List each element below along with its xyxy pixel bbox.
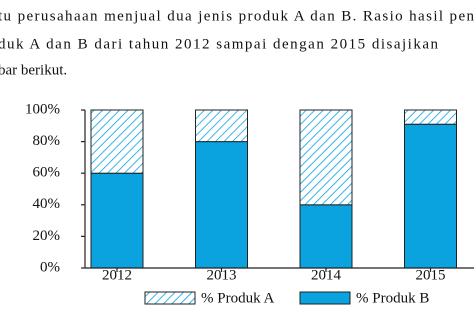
x-tick-label: 2014: [311, 267, 342, 283]
paragraph-line: duk A dan B dari tahun 2012 sampai denga…: [0, 36, 439, 52]
legend-swatch: [299, 291, 351, 305]
y-tick-label: 80%: [33, 133, 61, 149]
legend-label: % Produk A: [201, 290, 275, 306]
bar-segment: [299, 109, 353, 206]
paragraph-line: bar berikut.: [0, 62, 67, 78]
y-tick-label: 0%: [40, 259, 60, 275]
bar-segment: [195, 141, 248, 269]
bar-segment: [404, 109, 457, 125]
y-tick-label: 40%: [33, 196, 61, 212]
x-tick-label: 2012: [102, 267, 132, 283]
bar-segment: [404, 123, 457, 269]
y-tick-label: 20%: [33, 228, 61, 244]
y-tick-label: 100%: [25, 101, 60, 117]
bar-segment: [90, 109, 144, 174]
bar-segment: [195, 109, 248, 143]
x-tick-label: 2015: [416, 267, 446, 283]
bar-segment: [299, 204, 353, 269]
paragraph-line: tu perusahaan menjual dua jenis produk A…: [0, 8, 474, 24]
bar-segment: [90, 172, 144, 269]
x-tick-label: 2013: [207, 267, 237, 283]
legend-swatch: [144, 291, 196, 305]
legend-label: % Produk B: [356, 290, 429, 306]
y-tick-label: 60%: [33, 165, 61, 181]
